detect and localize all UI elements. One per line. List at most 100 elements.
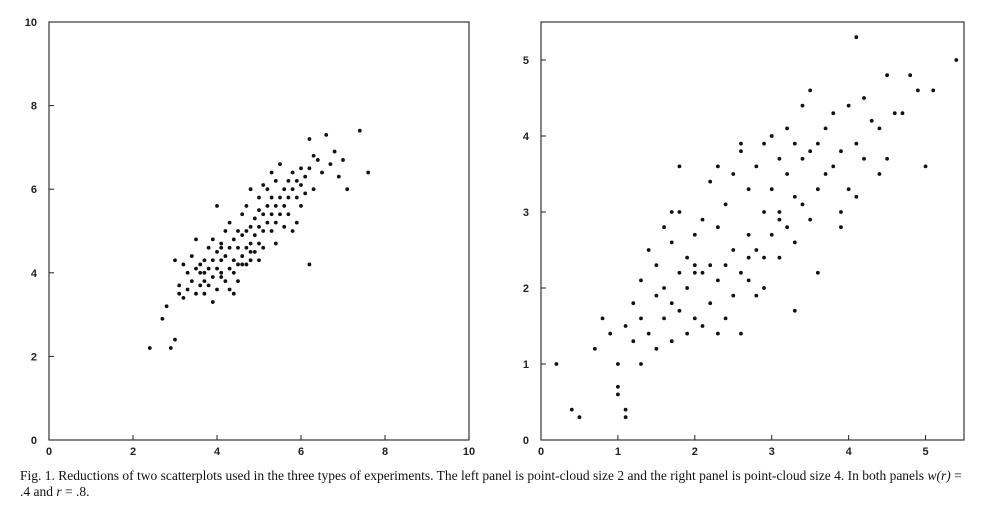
scatter-point (754, 164, 759, 169)
scatter-point (223, 279, 228, 284)
scatter-point (815, 270, 820, 275)
scatter-point (715, 278, 720, 283)
y-tick-label: 3 (523, 207, 529, 219)
scatter-point (194, 291, 198, 296)
scatter-point (307, 137, 312, 141)
left-scatter-panel: 0 2 4 6 8 10 0 2 4 6 8 10 (25, 17, 475, 458)
scatter-point (662, 225, 666, 230)
scatter-point (692, 263, 697, 268)
scatter-point (654, 263, 659, 268)
scatter-point (777, 255, 782, 260)
scatter-point (831, 164, 836, 169)
scatter-point (269, 170, 274, 175)
y-tick-label: 2 (523, 283, 529, 295)
scatter-point (357, 128, 362, 133)
scatter-point (320, 170, 324, 175)
scatter-point (248, 250, 253, 254)
scatter-point (236, 262, 240, 267)
scatter-point (236, 229, 240, 233)
scatter-point (206, 283, 211, 288)
scatter-point (286, 195, 291, 200)
scatter-point (692, 270, 697, 275)
scatter-point (227, 287, 232, 292)
scatter-point (219, 275, 224, 279)
scatter-point (206, 266, 211, 271)
scatter-point (223, 229, 228, 233)
scatter-point (240, 233, 245, 238)
scatter-point (248, 224, 253, 229)
scatter-point (669, 210, 674, 214)
scatter-point (800, 156, 805, 161)
scatter-point (303, 174, 308, 179)
scatter-point (785, 225, 790, 230)
scatter-point (294, 220, 299, 225)
scatter-point (931, 88, 936, 93)
scatter-point (616, 392, 620, 397)
scatter-point (311, 187, 316, 192)
scatter-point (623, 407, 628, 412)
scatter-point (282, 204, 287, 208)
y-tick-label: 5 (523, 55, 529, 67)
scatter-point (206, 245, 211, 250)
scatter-point (554, 362, 559, 366)
scatter-point (202, 279, 207, 284)
scatter-point (294, 178, 299, 183)
scatter-point (815, 141, 820, 146)
scatter-point (708, 301, 713, 306)
scatter-point (692, 316, 697, 321)
scatter-point (240, 254, 245, 258)
scatter-point (846, 187, 851, 192)
scatter-point (252, 233, 257, 238)
scatter-point (269, 229, 274, 233)
scatter-point (700, 324, 705, 328)
scatter-point (754, 293, 759, 298)
scatter-point (181, 262, 186, 267)
scatter-point (345, 187, 350, 192)
scatter-point (616, 362, 620, 366)
scatter-point (777, 210, 782, 214)
scatter-point (307, 262, 312, 267)
scatter-point (792, 141, 797, 146)
scatter-point (299, 183, 303, 187)
scatter-point (954, 58, 959, 62)
scatter-point (739, 270, 743, 275)
plot-frame (540, 21, 965, 441)
x-tick-label: 2 (130, 446, 136, 458)
scatter-point (219, 270, 224, 275)
caption-r-symbol: r (56, 484, 62, 499)
y-tick-label: 2 (31, 351, 37, 363)
scatter-point (244, 204, 249, 208)
y-tick-label: 0 (31, 435, 37, 447)
scatter-point (236, 245, 240, 250)
scatter-point (336, 174, 341, 179)
x-tick-label: 5 (922, 446, 928, 458)
scatter-point (646, 331, 651, 336)
scatter-point (177, 291, 182, 296)
scatter-point (177, 283, 182, 288)
figure-caption: Fig. 1. Reductions of two scatterplots u… (20, 468, 970, 500)
x-tick-label: 2 (692, 446, 698, 458)
scatter-point (862, 96, 866, 100)
x-tick-label: 4 (214, 446, 221, 458)
scatter-point (862, 156, 866, 161)
scatter-point (257, 208, 261, 213)
scatter-point (252, 250, 257, 254)
scatter-point (290, 229, 295, 233)
scatter-point (147, 346, 152, 350)
caption-wr-symbol: w(r) (927, 468, 951, 483)
scatter-point (831, 111, 836, 116)
y-tick-label: 8 (31, 101, 37, 113)
scatter-point (846, 103, 851, 108)
scatter-point (282, 224, 287, 229)
scatter-point (646, 248, 651, 252)
x-tick-label: 0 (538, 446, 544, 458)
scatter-point (739, 149, 743, 154)
scatter-point (294, 195, 299, 200)
scatter-point (769, 134, 774, 138)
scatter-point (278, 212, 282, 217)
scatter-point (808, 88, 813, 93)
scatter-point (623, 415, 628, 420)
scatter-point (210, 300, 215, 304)
scatter-point (800, 202, 805, 207)
scatter-point (877, 126, 882, 131)
